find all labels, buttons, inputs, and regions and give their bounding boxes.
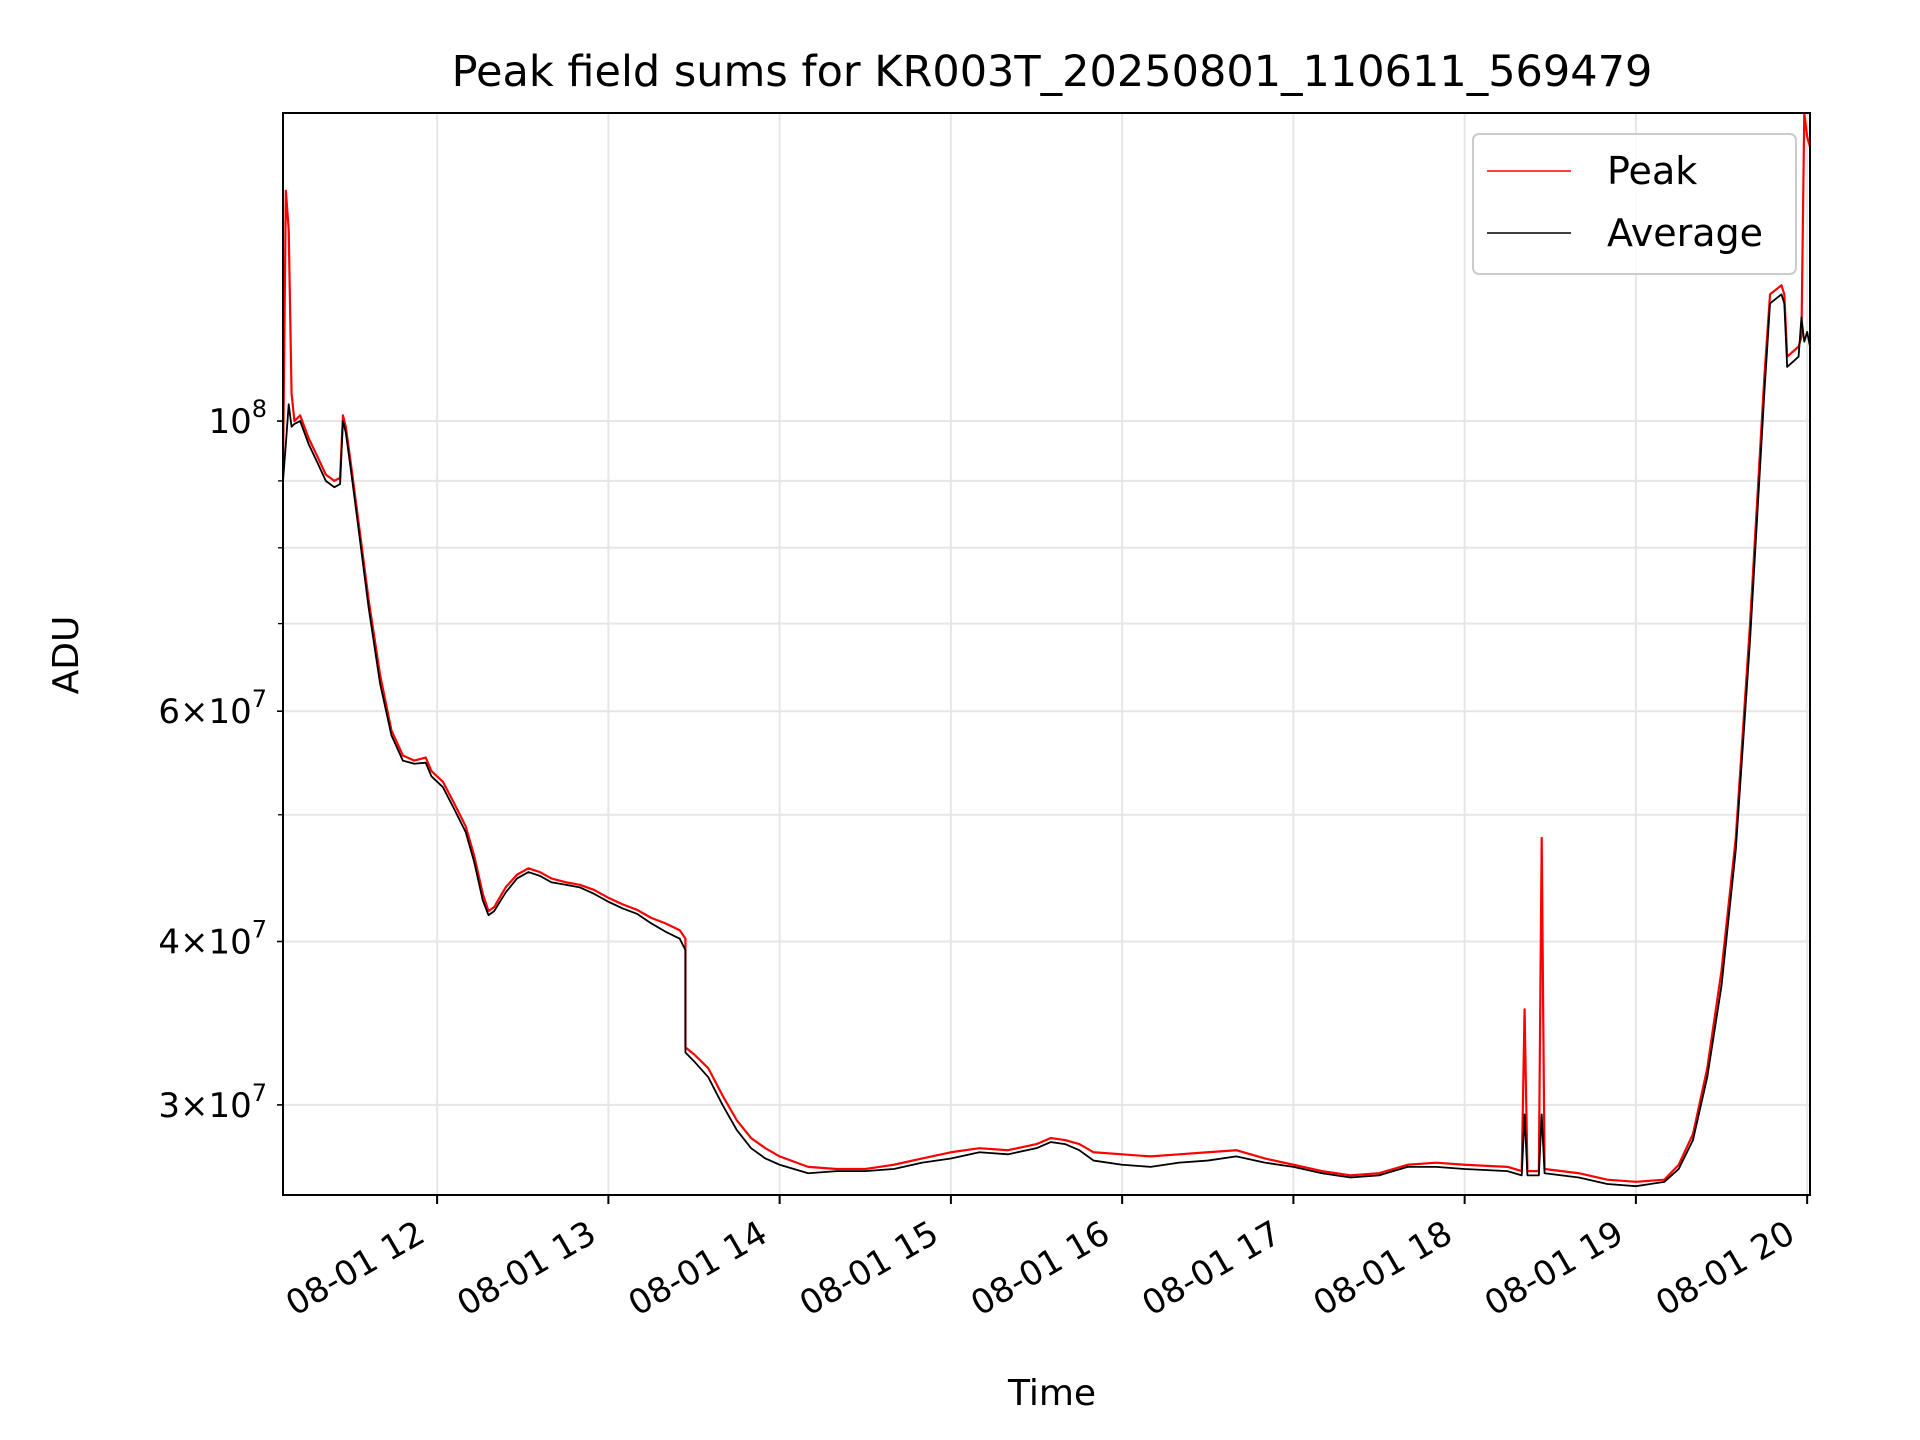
legend-label-average: Average <box>1607 211 1763 255</box>
legend-label-peak: Peak <box>1607 149 1697 193</box>
y-tick-label: 3×107 <box>158 1079 267 1126</box>
y-tick-label: 6×107 <box>158 685 267 732</box>
y-axis: 3×107 4×107 6×107 108 <box>158 395 283 1126</box>
series-layer <box>283 113 1810 1188</box>
plot-background <box>283 113 1810 1195</box>
plot-frame <box>282 112 1811 1196</box>
grid <box>283 113 1810 1195</box>
legend-box <box>1472 133 1797 275</box>
y-tick-label: 4×107 <box>158 916 267 963</box>
series-line-peak <box>283 113 1810 1183</box>
y-tick-label: 108 <box>208 395 267 442</box>
series-line-average <box>283 293 1810 1188</box>
y-axis-label: ADU <box>46 616 87 695</box>
chart-title: Peak field sums for KR003T_20250801_1106… <box>452 47 1653 97</box>
legend: Peak Average <box>1472 133 1797 275</box>
x-axis-label: Time <box>1007 1373 1096 1414</box>
